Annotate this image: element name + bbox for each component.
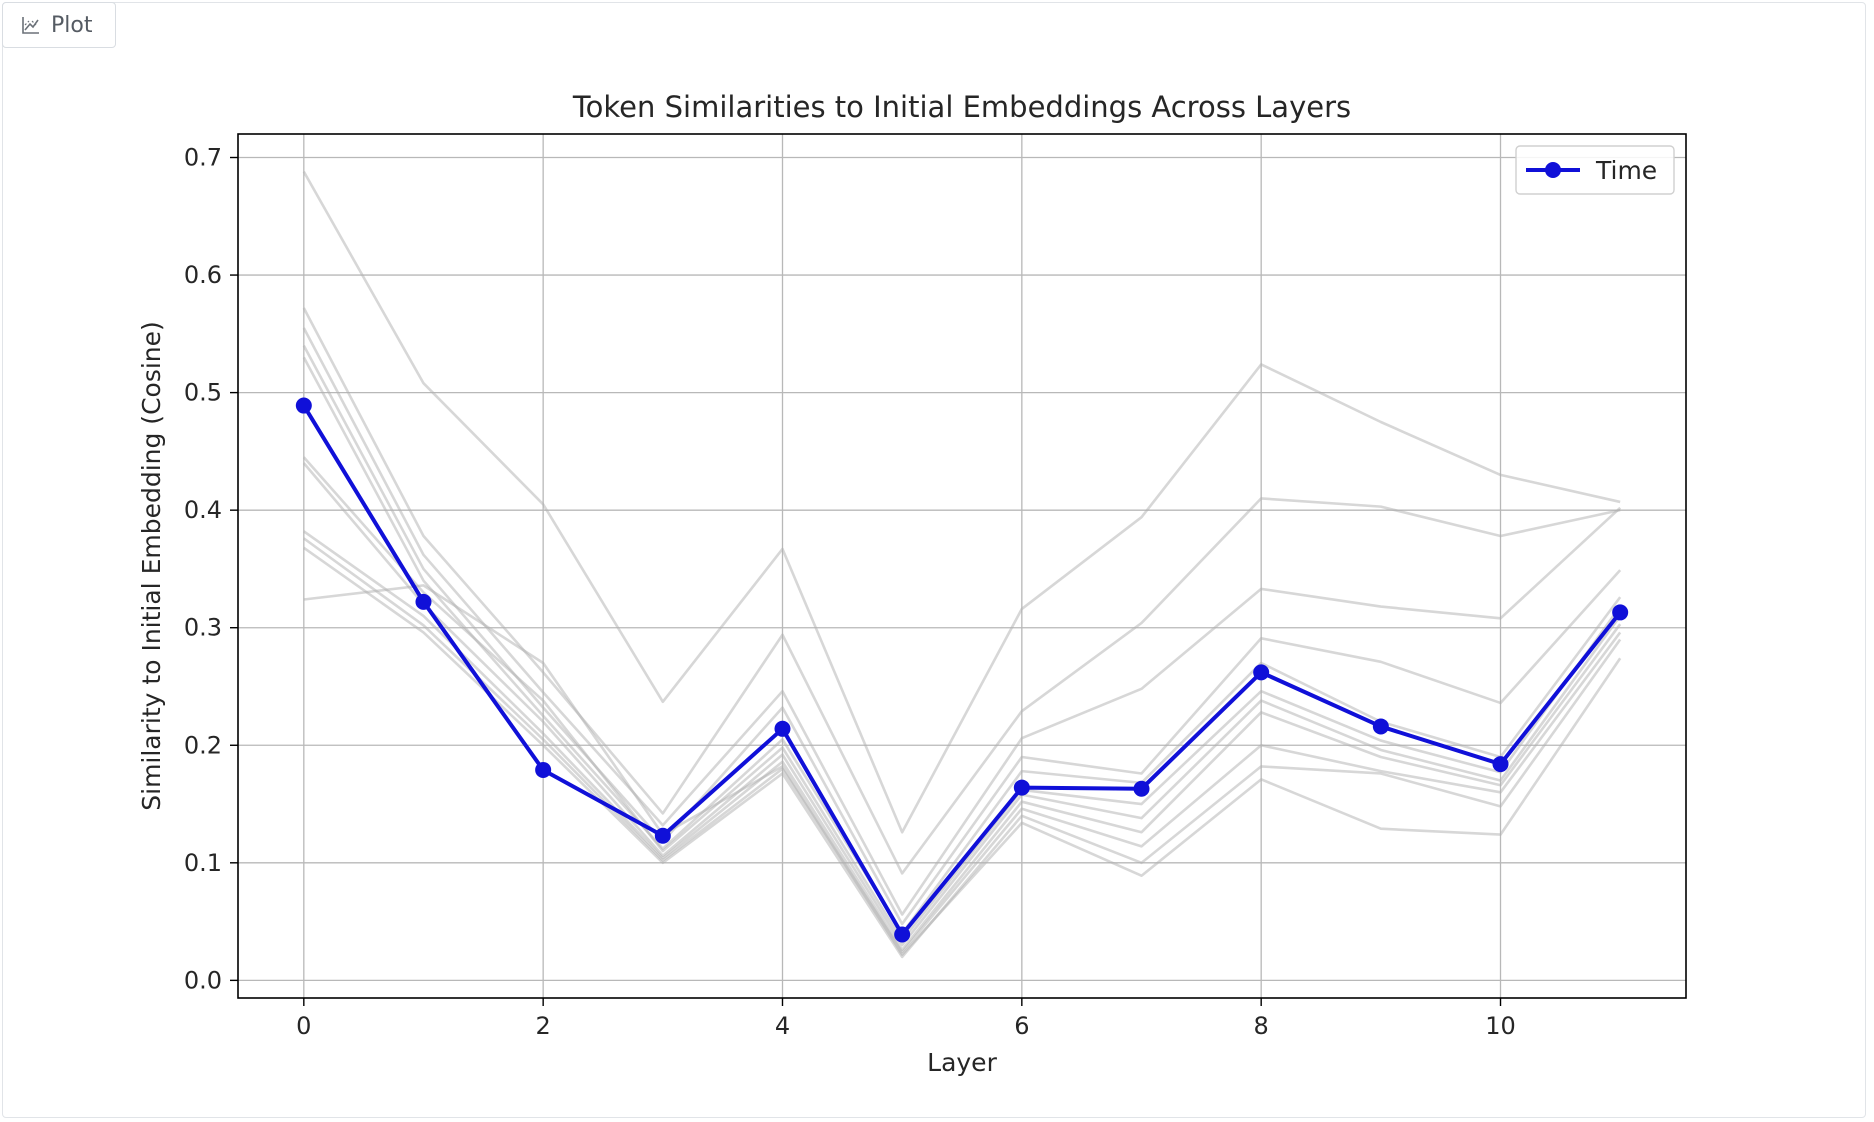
- background-series-line-5: [302, 456, 1622, 942]
- x-tick-label: 0: [296, 1012, 311, 1040]
- y-tick-label: 0.6: [184, 261, 222, 289]
- highlight-series-point: [1372, 718, 1389, 735]
- x-tick-label: 6: [1014, 1012, 1029, 1040]
- highlight-series-point: [295, 397, 312, 414]
- highlight-series-point: [774, 720, 791, 737]
- x-tick-label: 8: [1254, 1012, 1269, 1040]
- highlight-series-point: [1253, 664, 1270, 681]
- chart-icon: [21, 15, 41, 35]
- highlight-series-point: [1133, 780, 1150, 797]
- plot-tab[interactable]: Plot: [2, 2, 116, 48]
- highlight-series-point: [894, 926, 911, 943]
- highlight-series-point: [1492, 756, 1509, 773]
- background-series-line-3: [302, 344, 1622, 926]
- background-series-line-6: [302, 462, 1622, 947]
- y-tick-label: 0.0: [184, 966, 222, 994]
- background-series-line-4: [302, 356, 1622, 935]
- background-series-line-9: [303, 546, 1622, 959]
- highlight-series-point: [535, 761, 552, 778]
- highlight-series-point: [415, 593, 432, 610]
- x-tick-label: 4: [775, 1012, 790, 1040]
- y-tick-label: 0.2: [184, 731, 222, 759]
- background-series-line-0: [302, 170, 1621, 834]
- x-tick-label: 10: [1485, 1012, 1516, 1040]
- legend-box: [1515, 145, 1675, 195]
- y-tick-label: 0.3: [184, 614, 222, 642]
- legend-label: Time: [1595, 156, 1657, 185]
- background-series-line-2: [302, 327, 1622, 916]
- highlight-series-point: [1612, 604, 1629, 621]
- legend-swatch-marker: [1545, 162, 1561, 178]
- highlight-series-point: [1013, 779, 1030, 796]
- background-series-line-10: [303, 584, 1622, 956]
- chart-title: Token Similarities to Initial Embeddings…: [572, 90, 1351, 124]
- y-axis-label: Similarity to Initial Embedding (Cosine): [137, 321, 166, 811]
- highlight-series-point: [654, 827, 671, 844]
- y-tick-label: 0.7: [184, 144, 222, 172]
- x-axis-label: Layer: [927, 1048, 997, 1077]
- y-tick-label: 0.1: [184, 849, 222, 877]
- plot-tab-label: Plot: [51, 12, 93, 38]
- background-series-line-7: [303, 530, 1622, 952]
- plot-frame: [237, 133, 1687, 999]
- y-tick-label: 0.4: [184, 496, 222, 524]
- x-tick-label: 2: [536, 1012, 551, 1040]
- highlight-series-line: [302, 404, 1622, 937]
- y-tick-label: 0.5: [184, 379, 222, 407]
- background-series-line-8: [303, 537, 1622, 954]
